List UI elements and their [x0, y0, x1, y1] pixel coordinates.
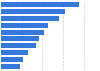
Bar [1, 36, 39, 41]
Bar [1, 64, 20, 69]
Bar [1, 50, 28, 55]
Bar [1, 57, 23, 62]
Bar [1, 43, 36, 48]
Bar [1, 2, 79, 7]
Bar [1, 16, 59, 21]
Bar [1, 9, 65, 14]
Bar [1, 23, 48, 28]
Bar [1, 30, 44, 35]
